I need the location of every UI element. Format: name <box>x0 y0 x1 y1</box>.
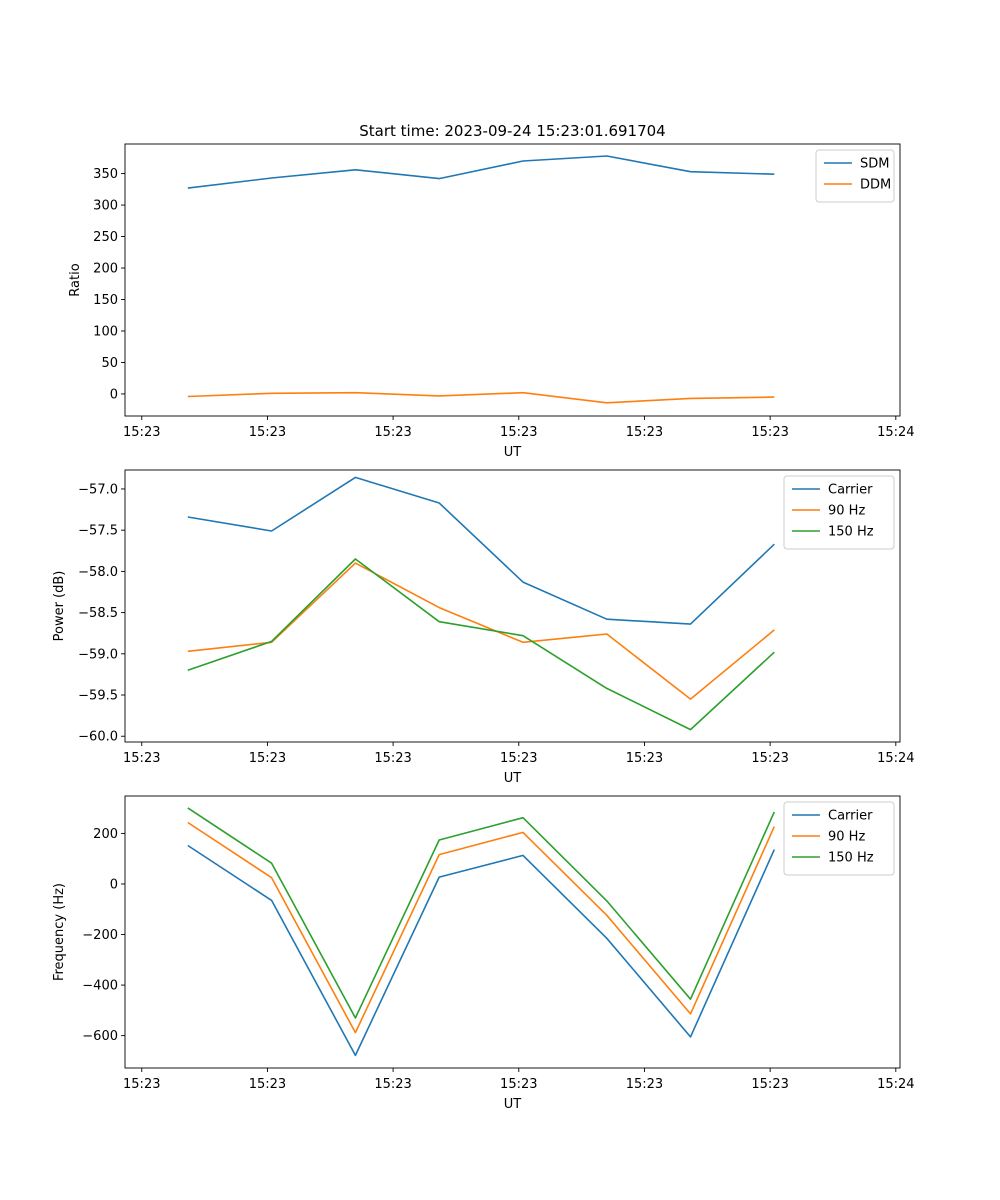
chart-panel-3: 15:23 15:23 15:23 15:23 15:23 15:23 15:24 −600 −… <box>52 795 915 1112</box>
x-tick-label: 15:23 <box>626 751 663 766</box>
series-line-90-hz <box>187 821 776 1034</box>
y-tick-label: 0 <box>110 877 118 892</box>
legend-entry: DDM <box>860 178 891 193</box>
chart-panel-1: Start time: 2023-09-24 15:23:01.691704 15… <box>68 122 915 460</box>
legend-entry: 150 Hz <box>828 525 874 540</box>
legend-entry: 150 Hz <box>828 851 874 866</box>
x-axis-label: UT <box>504 445 522 460</box>
x-tick-label: 15:23 <box>751 1077 788 1092</box>
x-tick-label: 15:23 <box>500 1077 537 1092</box>
x-axis-label: UT <box>504 771 522 786</box>
y-tick-label: 50 <box>101 356 118 371</box>
x-tick-label: 15:23 <box>500 751 537 766</box>
series-line-carrier <box>187 844 776 1057</box>
y-tick-label: 200 <box>93 262 118 277</box>
y-tick-label: −57.5 <box>78 524 118 539</box>
legend-entry: 90 Hz <box>828 830 865 845</box>
y-tick-label: −59.0 <box>78 647 118 662</box>
axes-frame <box>124 143 901 417</box>
legend: SDM DDM <box>815 149 895 203</box>
x-tick-label: 15:23 <box>123 751 160 766</box>
y-tick-label: 200 <box>93 827 118 842</box>
y-tick-label: 100 <box>93 325 118 340</box>
y-tick-label: 350 <box>93 167 118 182</box>
x-tick-label: 15:24 <box>877 751 914 766</box>
x-axis-label: UT <box>504 1097 522 1112</box>
y-tick-label: 300 <box>93 199 118 214</box>
series-line-carrier <box>187 476 775 625</box>
legend-entry: 90 Hz <box>828 504 865 519</box>
x-tick-label: 15:23 <box>374 425 411 440</box>
legend-entry: Carrier <box>828 483 873 498</box>
series-line-sdm <box>187 155 775 189</box>
legend: Carrier 90 Hz 150 Hz <box>783 801 895 876</box>
x-tick-label: 15:24 <box>877 425 914 440</box>
y-tick-label: −58.5 <box>78 606 118 621</box>
x-tick-label: 15:23 <box>626 1077 663 1092</box>
y-tick-label: 0 <box>110 387 118 402</box>
y-tick-label: −57.0 <box>78 482 118 497</box>
axes-frame <box>124 469 901 743</box>
x-tick-label: 15:23 <box>249 751 286 766</box>
y-tick-label: 150 <box>93 293 118 308</box>
x-tick-label: 15:23 <box>374 751 411 766</box>
y-axis-label: Ratio <box>68 263 83 296</box>
legend-entry: Carrier <box>828 809 873 824</box>
x-tick-label: 15:23 <box>751 751 788 766</box>
y-tick-label: −58.0 <box>78 565 118 580</box>
series-line-ddm <box>187 391 775 404</box>
x-tick-label: 15:23 <box>123 425 160 440</box>
y-tick-label: 250 <box>93 230 118 245</box>
chart-title: Start time: 2023-09-24 15:23:01.691704 <box>359 122 665 140</box>
axes-frame <box>124 795 901 1069</box>
chart-panel-2: 15:23 15:23 15:23 15:23 15:23 15:23 15:24 −60.0… <box>52 469 915 786</box>
y-tick-label: −59.5 <box>78 689 118 704</box>
series-line-150-hz <box>187 807 776 1019</box>
y-tick-label: −200 <box>82 928 118 943</box>
y-tick-label: −400 <box>82 979 118 994</box>
y-axis-label: Frequency (Hz) <box>52 883 67 981</box>
y-tick-label: −600 <box>82 1029 118 1044</box>
x-tick-label: 15:23 <box>123 1077 160 1092</box>
x-tick-label: 15:23 <box>249 1077 286 1092</box>
x-tick-label: 15:23 <box>374 1077 411 1092</box>
x-tick-label: 15:23 <box>249 425 286 440</box>
y-axis-label: Power (dB) <box>52 571 67 642</box>
x-tick-label: 15:23 <box>626 425 663 440</box>
x-tick-label: 15:23 <box>751 425 788 440</box>
series-line-90-hz <box>187 562 775 700</box>
legend: Carrier 90 Hz 150 Hz <box>783 475 895 550</box>
x-tick-label: 15:24 <box>877 1077 914 1092</box>
x-tick-label: 15:23 <box>500 425 537 440</box>
series-line-150-hz <box>187 558 775 731</box>
y-tick-label: −60.0 <box>78 730 118 745</box>
legend-entry: SDM <box>860 157 889 172</box>
